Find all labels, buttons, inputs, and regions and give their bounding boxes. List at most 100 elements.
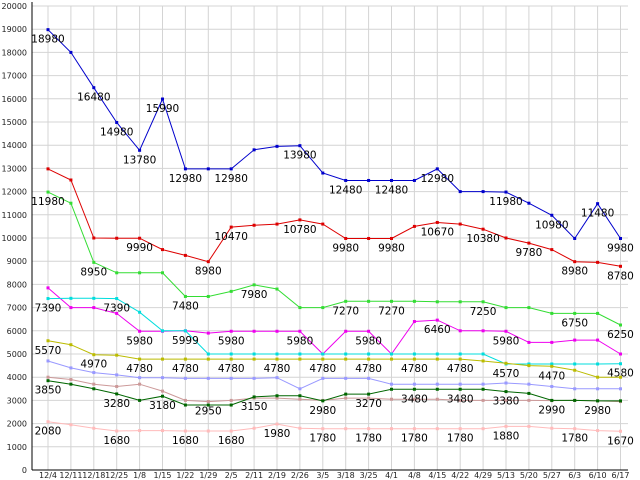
data-point bbox=[138, 376, 142, 380]
y-tick-label: 9000 bbox=[7, 257, 27, 266]
y-tick-label: 12000 bbox=[2, 188, 27, 197]
data-labels: 18980 16480 14980 13780 15990 12980 12980 13980… bbox=[31, 34, 634, 448]
series-line-8 bbox=[47, 380, 621, 406]
x-tick-label: 3/5 bbox=[316, 471, 329, 480]
data-label: 7980 bbox=[241, 289, 268, 301]
data-point bbox=[229, 167, 233, 171]
data-point bbox=[46, 286, 50, 290]
y-tick-label: 5000 bbox=[7, 350, 27, 359]
data-label: 5980 bbox=[355, 335, 382, 347]
series-line-7 bbox=[47, 376, 621, 403]
data-point bbox=[275, 352, 279, 356]
series-group bbox=[46, 28, 622, 433]
y-tick-label: 10000 bbox=[2, 234, 27, 243]
data-point bbox=[458, 357, 462, 361]
data-point bbox=[435, 220, 439, 224]
series-line-4 bbox=[47, 297, 621, 365]
data-point bbox=[435, 352, 439, 356]
x-tick-label: 1/29 bbox=[199, 471, 217, 480]
data-point bbox=[183, 429, 187, 433]
data-point bbox=[573, 311, 577, 315]
data-point bbox=[412, 224, 416, 228]
grid-lines bbox=[32, 5, 628, 471]
axes bbox=[31, 2, 628, 471]
data-point bbox=[504, 398, 508, 402]
x-tick-label: 12/18 bbox=[82, 471, 105, 480]
x-tick-label: 6/17 bbox=[612, 471, 630, 480]
data-point bbox=[298, 352, 302, 356]
data-label: 10670 bbox=[421, 226, 454, 238]
data-point bbox=[596, 387, 600, 391]
data-point bbox=[46, 28, 50, 32]
data-point bbox=[252, 426, 256, 430]
x-tick-label: 4/15 bbox=[428, 471, 446, 480]
data-point bbox=[138, 357, 142, 361]
data-point bbox=[138, 236, 142, 240]
x-tick-label: 4/22 bbox=[451, 471, 469, 480]
data-point bbox=[206, 429, 210, 433]
data-point bbox=[435, 318, 439, 322]
data-point bbox=[481, 398, 485, 402]
data-point bbox=[161, 248, 164, 252]
data-point bbox=[527, 382, 531, 386]
data-point bbox=[481, 352, 485, 356]
data-point bbox=[298, 218, 302, 222]
data-point bbox=[458, 300, 462, 304]
data-point bbox=[298, 329, 302, 333]
data-point bbox=[367, 329, 371, 333]
data-point bbox=[458, 382, 462, 386]
data-point bbox=[161, 271, 164, 275]
data-label: 5980 bbox=[218, 335, 245, 347]
data-point bbox=[550, 426, 554, 430]
data-point bbox=[321, 427, 325, 431]
data-point bbox=[92, 387, 96, 391]
x-tick-label: 3/18 bbox=[337, 471, 355, 480]
data-point bbox=[115, 392, 119, 396]
data-point bbox=[412, 397, 416, 401]
data-point bbox=[69, 378, 73, 382]
data-point bbox=[458, 329, 462, 333]
y-tick-label: 13000 bbox=[2, 164, 27, 173]
data-point bbox=[344, 427, 348, 431]
y-tick-label: 3000 bbox=[7, 396, 27, 405]
x-tick-label: 2/11 bbox=[245, 471, 263, 480]
data-point bbox=[481, 300, 485, 304]
data-label: 4970 bbox=[80, 359, 107, 371]
data-point bbox=[527, 241, 531, 245]
data-point bbox=[435, 387, 439, 391]
data-point bbox=[596, 362, 600, 366]
data-point bbox=[183, 403, 187, 407]
y-tick-label: 18000 bbox=[2, 48, 27, 57]
data-point bbox=[550, 364, 554, 368]
data-point bbox=[275, 329, 279, 333]
data-point bbox=[46, 339, 50, 343]
data-point bbox=[115, 384, 119, 388]
data-point bbox=[390, 352, 393, 356]
data-point bbox=[138, 382, 142, 386]
x-tick-label: 5/27 bbox=[543, 471, 561, 480]
y-tick-label: 1000 bbox=[7, 443, 27, 452]
data-point bbox=[298, 306, 302, 310]
data-point bbox=[596, 399, 600, 403]
data-point bbox=[275, 357, 279, 361]
data-label: 4570 bbox=[493, 368, 520, 380]
data-point bbox=[596, 375, 600, 379]
data-point bbox=[183, 329, 187, 333]
data-label: 4780 bbox=[172, 363, 199, 375]
data-point bbox=[527, 398, 531, 402]
data-point bbox=[596, 338, 600, 342]
data-label: 3480 bbox=[447, 393, 474, 405]
data-point bbox=[527, 362, 531, 366]
data-point bbox=[206, 357, 210, 361]
data-point bbox=[115, 236, 119, 240]
data-point bbox=[92, 382, 96, 386]
x-tick-label: 3/25 bbox=[360, 471, 378, 480]
data-label: 1780 bbox=[561, 433, 588, 445]
data-label: 7270 bbox=[332, 305, 359, 317]
data-point bbox=[115, 271, 119, 275]
data-point bbox=[92, 296, 96, 300]
x-tick-label: 5/20 bbox=[520, 471, 538, 480]
data-point bbox=[458, 352, 462, 356]
data-label: 3380 bbox=[493, 396, 520, 408]
data-label: 11480 bbox=[581, 208, 614, 220]
